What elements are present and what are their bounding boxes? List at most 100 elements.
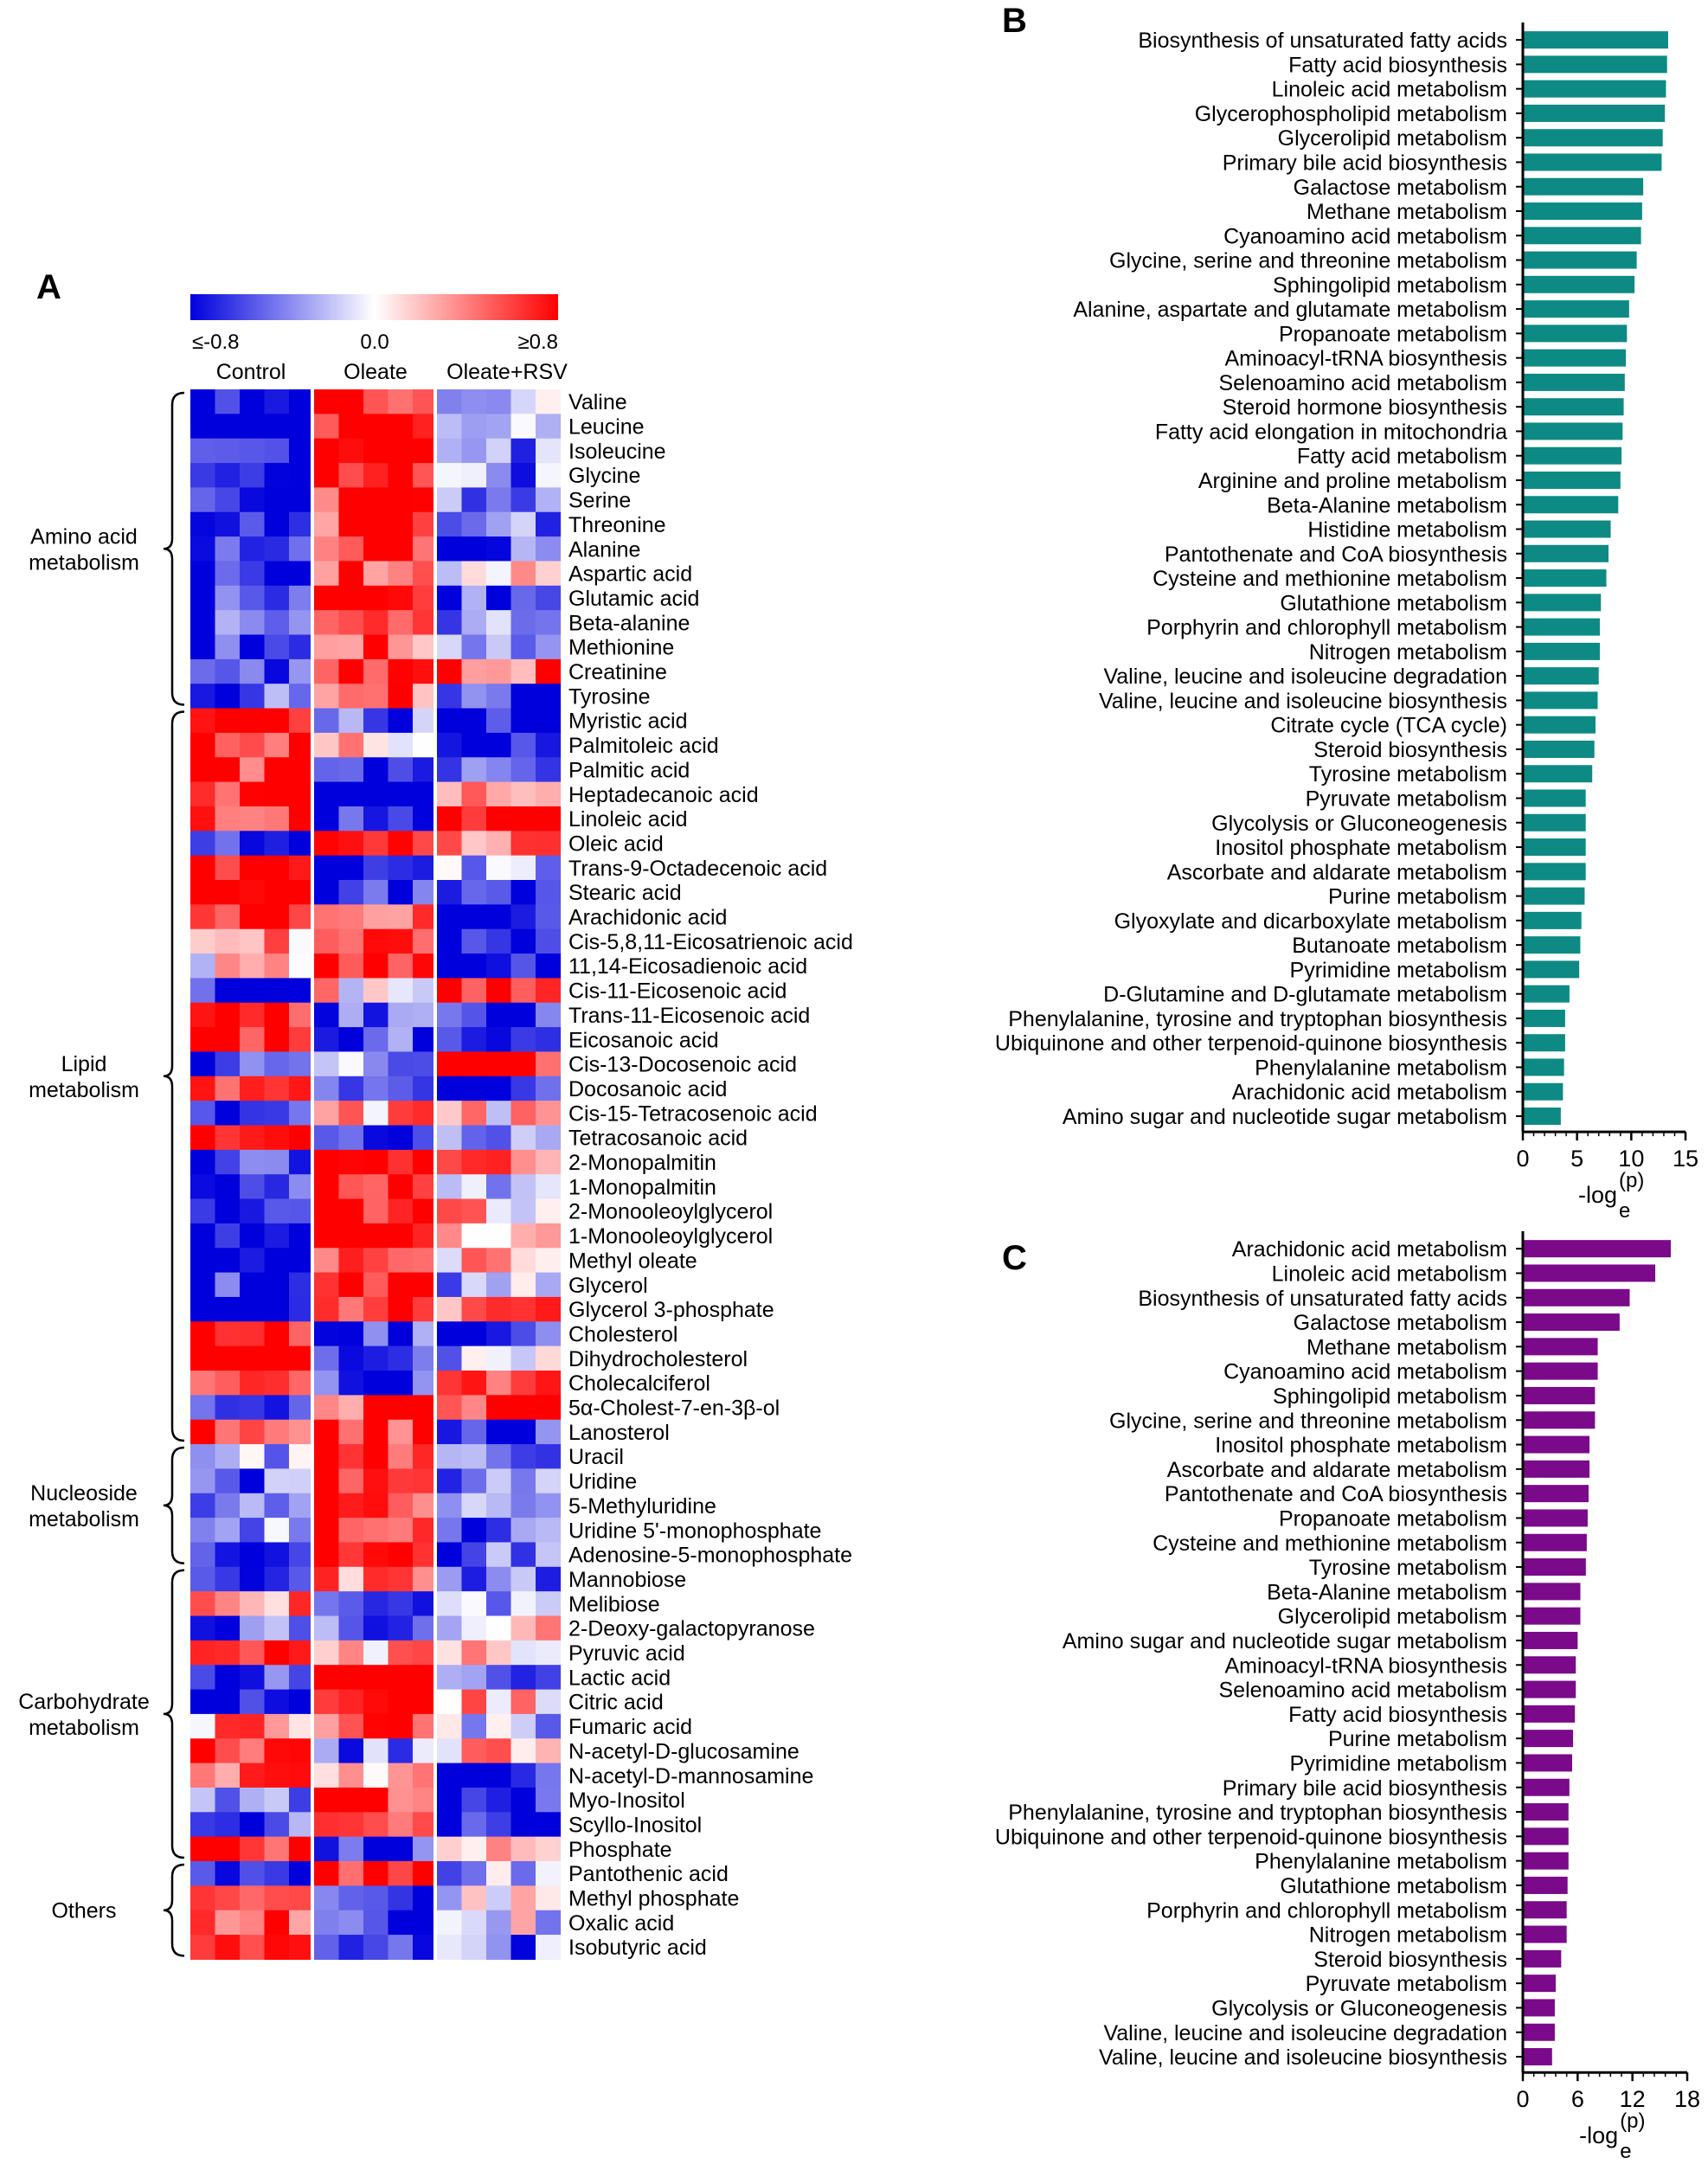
chart-c-x-axis-label-superscript: (p) bbox=[1620, 2109, 1645, 2133]
heatmap-cell bbox=[264, 806, 290, 832]
heatmap-cell bbox=[536, 1051, 562, 1077]
heatmap-cell bbox=[264, 1395, 290, 1421]
heatmap-cell bbox=[240, 954, 266, 979]
heatmap-cell bbox=[215, 463, 241, 488]
heatmap-cell bbox=[215, 1861, 241, 1886]
heatmap-cell bbox=[536, 781, 562, 807]
heatmap-cell bbox=[363, 658, 389, 684]
heatmap-cell bbox=[264, 1321, 290, 1347]
heatmap-cell bbox=[314, 781, 340, 807]
heatmap-cell bbox=[240, 855, 266, 881]
heatmap-cell bbox=[486, 1101, 512, 1127]
heatmap-cell bbox=[314, 1371, 340, 1396]
heatmap-cell bbox=[215, 1910, 241, 1936]
heatmap-cell bbox=[314, 1419, 340, 1445]
chart-b-bar-phenylalanine-metabolism bbox=[1523, 1058, 1564, 1076]
heatmap-cell bbox=[536, 954, 562, 979]
heatmap-cell bbox=[264, 855, 290, 881]
heatmap-cell bbox=[215, 585, 241, 611]
heatmap-cell bbox=[289, 1027, 315, 1053]
chart-b-bar-propanoate-metabolism bbox=[1523, 324, 1628, 343]
heatmap-cell bbox=[536, 487, 562, 513]
heatmap-cell bbox=[486, 928, 512, 954]
heatmap-cell bbox=[536, 1935, 562, 1960]
heatmap-cell bbox=[215, 1518, 241, 1544]
heatmap-row-label: Stearic acid bbox=[568, 881, 682, 905]
chart-b-bar-aminoacyl-trna-biosynthesis bbox=[1523, 349, 1627, 367]
heatmap-cell bbox=[264, 904, 290, 930]
chart-c-category-label: Phenylalanine metabolism bbox=[1255, 1850, 1507, 1874]
heatmap-cell bbox=[338, 1763, 364, 1788]
chart-c-bar-glycine-serine-and-threonine-metabolism bbox=[1523, 1411, 1596, 1429]
heatmap-cell bbox=[510, 806, 536, 832]
heatmap-cell bbox=[486, 732, 512, 758]
chart-b-bar-ubiquinone-and-other-terpenoid-quinone-biosynthesis bbox=[1523, 1034, 1565, 1052]
heatmap-cell bbox=[510, 757, 536, 783]
heatmap-cell bbox=[240, 1321, 266, 1347]
chart-b-category-label: Steroid biosynthesis bbox=[1313, 738, 1507, 762]
heatmap-cell bbox=[363, 1174, 389, 1200]
heatmap-cell bbox=[486, 1542, 512, 1568]
heatmap-cell bbox=[437, 1149, 463, 1175]
heatmap-row-label: Cholesterol bbox=[568, 1322, 677, 1346]
heatmap-cell bbox=[510, 1812, 536, 1838]
heatmap-cell bbox=[264, 1591, 290, 1617]
heatmap-row-label: 5α-Cholest-7-en-3β-ol bbox=[568, 1397, 780, 1421]
heatmap-cell bbox=[437, 831, 463, 857]
heatmap-cell bbox=[437, 1272, 463, 1298]
heatmap-cell bbox=[486, 1935, 512, 1960]
category-label: metabolism bbox=[29, 550, 139, 575]
heatmap-cell bbox=[388, 904, 414, 930]
heatmap-cell bbox=[510, 1419, 536, 1445]
heatmap-cell bbox=[510, 1248, 536, 1274]
heatmap-cell bbox=[363, 1566, 389, 1592]
heatmap-cell bbox=[289, 1223, 315, 1249]
heatmap-cell bbox=[289, 1615, 315, 1641]
chart-c-bar-glycerolipid-metabolism bbox=[1523, 1607, 1581, 1625]
heatmap-cell bbox=[190, 1125, 216, 1151]
heatmap-cell bbox=[536, 1713, 562, 1739]
heatmap-cell bbox=[240, 658, 266, 684]
heatmap-cell bbox=[240, 1125, 266, 1151]
heatmap-cell bbox=[388, 1566, 414, 1592]
heatmap-cell bbox=[510, 831, 536, 857]
heatmap-cell bbox=[486, 880, 512, 905]
heatmap-cell bbox=[314, 1910, 340, 1936]
heatmap-cell bbox=[486, 1836, 512, 1862]
heatmap-cell bbox=[363, 928, 389, 954]
heatmap-cell bbox=[510, 1665, 536, 1691]
heatmap-cell bbox=[240, 1615, 266, 1641]
heatmap-cell bbox=[338, 732, 364, 758]
chart-b-bar-nitrogen-metabolism bbox=[1523, 642, 1600, 660]
chart-b-bar-alanine-aspartate-and-glutamate-metabolism bbox=[1523, 300, 1629, 318]
chart-c-category-label: Valine, leucine and isoleucine degradati… bbox=[1103, 2021, 1507, 2045]
heatmap-cell bbox=[289, 1002, 315, 1028]
heatmap-cell bbox=[461, 880, 487, 905]
chart-b-bar-glyoxylate-and-dicarboxylate-metabolism bbox=[1523, 911, 1582, 929]
heatmap-cell bbox=[190, 684, 216, 710]
chart-b-bar-d-glutamine-and-d-glutamate-metabolism bbox=[1523, 985, 1570, 1003]
heatmap-cell bbox=[314, 684, 340, 710]
heatmap-cell bbox=[437, 1812, 463, 1838]
heatmap-cell bbox=[461, 928, 487, 954]
heatmap-cell bbox=[536, 1812, 562, 1838]
heatmap-cell bbox=[510, 1174, 536, 1200]
heatmap-cell bbox=[289, 1591, 315, 1617]
heatmap-cell bbox=[215, 1296, 241, 1322]
heatmap-cell bbox=[264, 1566, 290, 1592]
chart-b-bar-steroid-biosynthesis bbox=[1523, 740, 1595, 758]
heatmap-cell bbox=[437, 1615, 463, 1641]
heatmap-cell bbox=[314, 1198, 340, 1224]
heatmap-cell bbox=[388, 1910, 414, 1936]
heatmap-row-label: Oxalic acid bbox=[568, 1911, 674, 1936]
heatmap-cell bbox=[388, 855, 414, 881]
chart-b-bar-galactose-metabolism bbox=[1523, 177, 1644, 196]
heatmap-cell bbox=[240, 463, 266, 488]
heatmap-cell bbox=[437, 1518, 463, 1544]
heatmap-cell bbox=[388, 1419, 414, 1445]
heatmap-cell bbox=[363, 1468, 389, 1494]
heatmap-cell bbox=[289, 1371, 315, 1396]
heatmap-cell bbox=[388, 561, 414, 587]
heatmap-cell bbox=[486, 831, 512, 857]
